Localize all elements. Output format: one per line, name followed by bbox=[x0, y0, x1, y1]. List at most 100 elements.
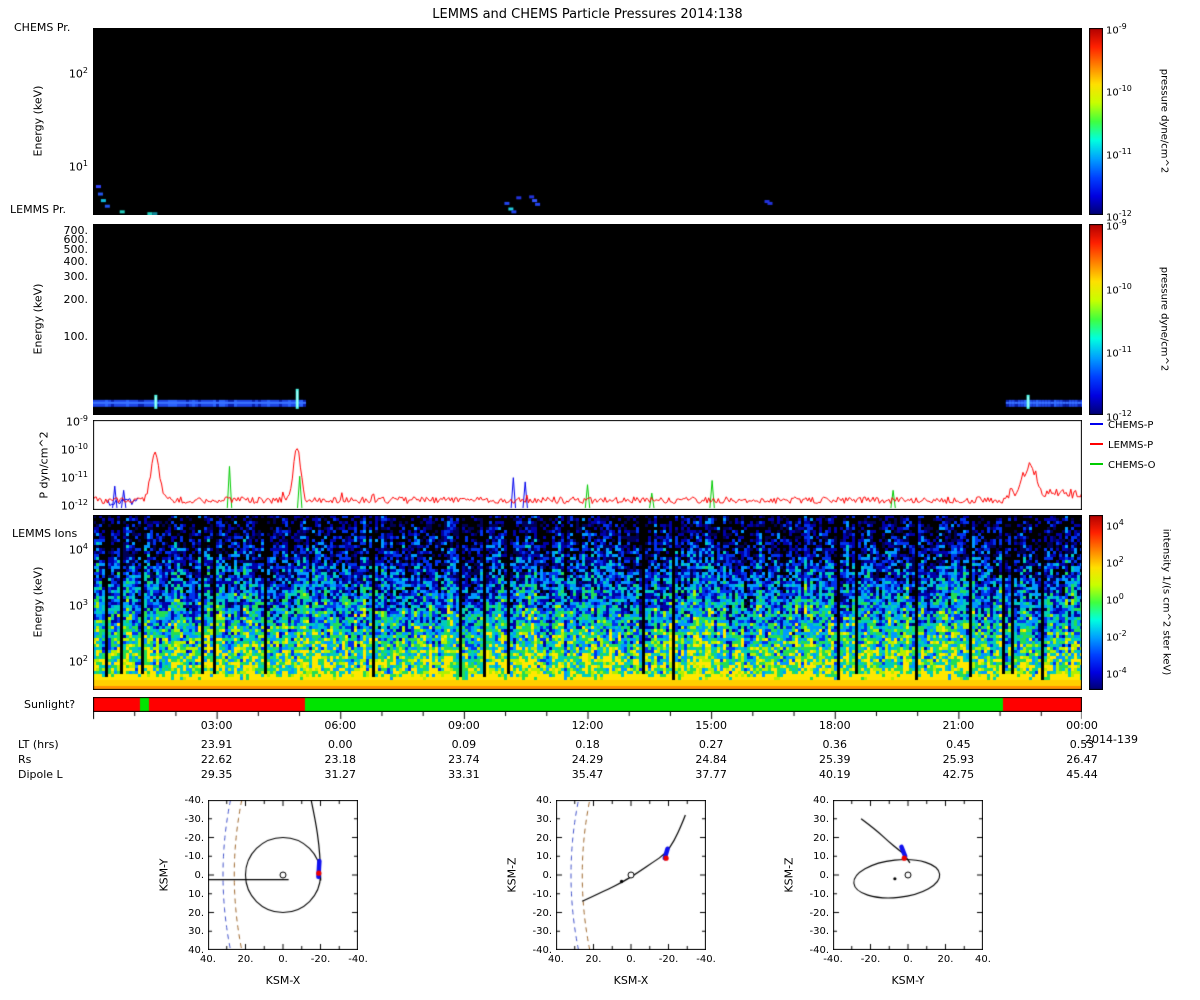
legend-label-chems-p: CHEMS-P bbox=[1108, 420, 1154, 431]
legend-item-lemms-p: LEMMS-P bbox=[1090, 440, 1153, 451]
orbit-y-tick-label: 30. bbox=[813, 813, 829, 825]
orbit-y-tick-label: 10. bbox=[188, 888, 204, 900]
ephemeris-value: 42.75 bbox=[942, 768, 975, 781]
energy-tick-label: 102 bbox=[68, 653, 88, 669]
orbit-x-tick-label: -40. bbox=[696, 954, 716, 965]
colorbar-tick-label: 10-12 bbox=[1106, 409, 1132, 424]
lemms-pressure-spectrogram bbox=[93, 224, 1082, 415]
energy-tick-label: 102 bbox=[68, 65, 88, 81]
ephemeris-value: 29.35 bbox=[200, 768, 233, 781]
energy-tick-label: 103 bbox=[68, 597, 88, 613]
yaxis-label-energy-2: Energy (keV) bbox=[31, 283, 45, 355]
orbit-x-tick-label: 0. bbox=[903, 954, 913, 965]
ephemeris-row-label-lt: LT (hrs) bbox=[18, 738, 59, 751]
pressure-colorbar-1 bbox=[1089, 28, 1103, 215]
lemms-ions-spectrogram bbox=[93, 515, 1082, 690]
orbit-y-tick-label: 20. bbox=[536, 832, 552, 844]
ephemeris-value: 35.47 bbox=[571, 768, 604, 781]
orbit-y-tick-label: -30. bbox=[809, 926, 829, 938]
ephemeris-value: 45.44 bbox=[1066, 768, 1098, 781]
colorbar-tick-label: 10-9 bbox=[1106, 22, 1127, 37]
orbit-y-tick-label: -30. bbox=[184, 813, 204, 825]
orbit-y-tick-label: 10. bbox=[813, 851, 829, 863]
orbit-x-tick-label: 20. bbox=[585, 954, 602, 965]
orbit-x-tick-label: 0. bbox=[626, 954, 636, 965]
orbit-y-tick-label: -20. bbox=[532, 907, 552, 919]
colorbar-unit-label-1: pressure dyne/cm^2 bbox=[1158, 68, 1170, 174]
ephemeris-value: 24.29 bbox=[571, 753, 604, 766]
ephemeris-row-label-dipole: Dipole L bbox=[18, 768, 63, 781]
panel-label-lemms-pr: LEMMS Pr. bbox=[10, 203, 66, 216]
ephemeris-value: 26.47 bbox=[1066, 753, 1098, 766]
energy-tick-label: 500. bbox=[63, 242, 89, 256]
orbit-xlabel-1: KSM-X bbox=[613, 974, 649, 987]
ephemeris-value: 0.00 bbox=[328, 738, 353, 751]
orbit-x-tick-label: 20. bbox=[937, 954, 954, 965]
orbit-y-tick-label: 0. bbox=[542, 870, 552, 881]
energy-tick-label: 300. bbox=[63, 270, 89, 284]
sunlight-label: Sunlight? bbox=[24, 698, 76, 711]
orbit-x-tick-label: -20. bbox=[860, 954, 881, 965]
pressure-colorbar-2 bbox=[1089, 224, 1103, 415]
yaxis-label-energy-3: Energy (keV) bbox=[31, 566, 45, 638]
ephemeris-value: 23.91 bbox=[200, 738, 233, 751]
energy-tick-label: 400. bbox=[63, 254, 89, 268]
ephemeris-value: 25.93 bbox=[942, 753, 975, 766]
colorbar-tick-label: 102 bbox=[1106, 555, 1124, 570]
ephemeris-value: 0.53 bbox=[1069, 738, 1095, 751]
orbit-x-tick-label: 40. bbox=[548, 954, 564, 965]
ephemeris-value: 40.19 bbox=[819, 768, 851, 781]
ephemeris-value: 0.45 bbox=[946, 738, 971, 751]
energy-tick-label: 101 bbox=[68, 159, 88, 174]
orbit-plot-ksmx-ksmy bbox=[208, 800, 358, 950]
orbit-xlabel-0: KSM-X bbox=[265, 974, 301, 987]
time-tick-label: 03:00 bbox=[200, 719, 233, 732]
legend-swatch-chems-p bbox=[1090, 423, 1103, 425]
pressure-tick-label: 10-9 bbox=[66, 414, 88, 429]
ephemeris-value: 0.18 bbox=[575, 738, 600, 751]
orbit-y-tick-label: -20. bbox=[809, 907, 829, 919]
next-day-label: 2014-139 bbox=[1085, 733, 1138, 746]
orbit-xlabel-2: KSM-Y bbox=[891, 974, 925, 987]
chems-pressure-spectrogram bbox=[93, 28, 1082, 215]
ephemeris-row-label-rs: Rs bbox=[18, 753, 32, 766]
ephemeris-value: 33.31 bbox=[448, 768, 480, 781]
orbit-y-tick-label: 10. bbox=[536, 851, 552, 863]
time-tick-label: 00:00 bbox=[1066, 719, 1098, 732]
orbit-x-tick-label: -20. bbox=[658, 954, 679, 965]
colorbar-tick-label: 10-10 bbox=[1106, 84, 1132, 99]
orbit-x-tick-label: -40. bbox=[348, 954, 368, 965]
colorbar-tick-label: 10-12 bbox=[1106, 209, 1132, 224]
orbit-y-tick-label: -30. bbox=[532, 926, 552, 938]
ephemeris-value: 25.39 bbox=[819, 753, 851, 766]
legend-label-lemms-p: LEMMS-P bbox=[1108, 440, 1154, 451]
orbit-y-tick-label: -40. bbox=[809, 945, 829, 956]
yaxis-label-energy-1: Energy (keV) bbox=[31, 85, 45, 157]
orbit-y-tick-label: -10. bbox=[809, 888, 829, 900]
colorbar-tick-label: 10-2 bbox=[1106, 628, 1127, 644]
orbit-y-tick-label: -20. bbox=[184, 832, 204, 844]
colorbar-tick-label: 10-10 bbox=[1106, 281, 1132, 296]
ephemeris-value: 23.74 bbox=[448, 753, 480, 766]
orbit-x-tick-label: -40. bbox=[823, 954, 843, 965]
pressure-tick-label: 10-10 bbox=[60, 442, 88, 457]
orbit-y-tick-label: 40. bbox=[188, 945, 204, 956]
orbit-y-tick-label: -10. bbox=[184, 851, 204, 863]
ephemeris-value: 22.62 bbox=[200, 753, 233, 766]
time-tick-label: 12:00 bbox=[571, 719, 604, 732]
ephemeris-value: 0.09 bbox=[451, 738, 477, 751]
ephemeris-value: 23.18 bbox=[324, 753, 357, 766]
legend-label-chems-o: CHEMS-O bbox=[1108, 460, 1156, 471]
orbit-x-tick-label: 40. bbox=[975, 954, 991, 965]
orbit-y-tick-label: 20. bbox=[813, 832, 829, 844]
orbit-plot-ksmx-ksmz bbox=[556, 800, 706, 950]
colorbar-tick-label: 10-4 bbox=[1106, 665, 1127, 680]
ephemeris-value: 31.27 bbox=[324, 768, 357, 781]
orbit-y-tick-label: -10. bbox=[532, 888, 552, 900]
legend-item-chems-p: CHEMS-P bbox=[1090, 420, 1153, 431]
panel-label-lemms-ions: LEMMS Ions bbox=[12, 527, 78, 540]
colorbar-tick-label: 10-11 bbox=[1106, 345, 1132, 360]
time-axis-tick-marks bbox=[93, 712, 1082, 721]
orbit-y-tick-label: 0. bbox=[194, 870, 204, 881]
